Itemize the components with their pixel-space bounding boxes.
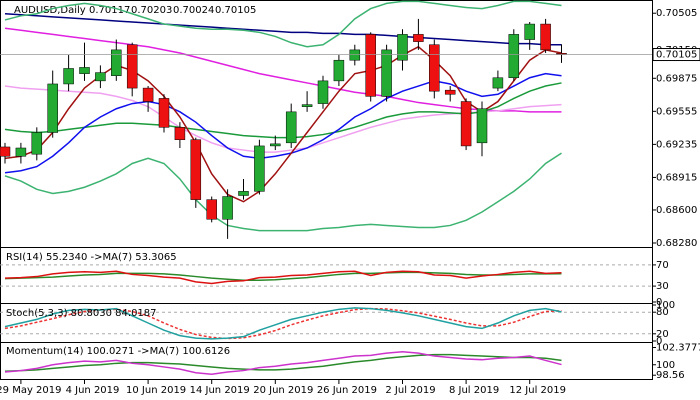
chart-symbol: AUDUSD,Daily (14, 5, 86, 16)
plot-frame (0, 0, 653, 380)
y-tick-label: 20 (656, 329, 669, 340)
candle-body (111, 49, 122, 76)
x-tick-label: 2 Jul 2019 (385, 385, 435, 396)
y-tick-label: 100 (656, 300, 675, 311)
y-tick-label: 102.3777 (656, 343, 700, 354)
candle-body (444, 89, 456, 95)
candle-body (476, 108, 488, 144)
candle-body (285, 111, 297, 144)
candle-body (15, 147, 27, 157)
candle-body (142, 87, 154, 102)
x-tick-label: 4 Jun 2019 (66, 385, 120, 396)
header-low: 0.70024 (173, 5, 214, 16)
indicator-line (4, 353, 562, 373)
y-tick-label: 0.69555 (656, 106, 697, 117)
panel-title: RSI(14) 55.2340 ->MA(7) 53.3065 (6, 252, 177, 263)
header-open: 0.70117 (89, 5, 130, 16)
candle-body (460, 101, 472, 147)
moving-average-line (4, 72, 562, 174)
x-tick-label: 20 Jun 2019 (253, 385, 313, 396)
y-tick-label: 0.70505 (656, 8, 697, 19)
x-tick-label: 29 May 2019 (0, 385, 62, 396)
candle-body (95, 72, 106, 82)
candle-body (206, 199, 217, 220)
indicator-line (4, 307, 562, 340)
candle-body (317, 80, 329, 104)
y-tick-label: 0.68280 (656, 238, 697, 249)
candle-body (365, 34, 376, 97)
candle-body (222, 196, 233, 220)
header-high: 0.70203 (131, 5, 172, 16)
candle-body (397, 34, 408, 61)
candle-body (429, 44, 440, 92)
y-tick-label: 0 (656, 336, 662, 347)
candle-body (301, 104, 313, 107)
candle-body (126, 44, 138, 89)
candle-body (333, 59, 345, 82)
panel-title: Stoch(5,3,3) 80.8030 84.0187 (6, 308, 157, 319)
candle-body (0, 146, 11, 157)
candle-body (174, 127, 186, 140)
panel-title: Momentum(14) 100.0271 ->MA(7) 100.6126 (6, 346, 230, 357)
candle-body (349, 49, 361, 61)
y-tick-label: 70 (656, 260, 669, 271)
candle-body (31, 132, 43, 155)
y-tick-label: 30 (656, 281, 669, 292)
candle-body (238, 191, 249, 196)
indicator-line (4, 270, 562, 285)
y-tick-label: 0 (656, 297, 662, 308)
indicator-line (4, 350, 562, 375)
y-tick-label: 0.69875 (656, 73, 697, 84)
x-tick-label: 26 Jun 2019 (317, 385, 377, 396)
candle-body (254, 145, 265, 192)
moving-average-line (4, 0, 562, 48)
candle-body (381, 49, 392, 97)
x-tick-label: 10 Jun 2019 (126, 385, 186, 396)
indicator-line (4, 271, 562, 282)
last-price-label: 0.70105 (656, 50, 697, 61)
y-tick-label: 0.68600 (656, 205, 697, 216)
moving-average-line (4, 12, 562, 46)
x-tick-label: 8 Jul 2019 (449, 385, 499, 396)
header-close: 0.70105 (215, 5, 256, 16)
y-tick-label: 0.68915 (656, 172, 697, 183)
last-price-box (652, 48, 700, 62)
indicator-line (4, 307, 562, 340)
candle-body (492, 77, 504, 89)
candle-body (508, 34, 520, 79)
moving-average-line (4, 152, 562, 232)
candle-body (47, 83, 58, 133)
x-tick-label: 14 Jun 2019 (190, 385, 250, 396)
candle-body (190, 139, 202, 200)
candle-body (413, 34, 424, 42)
x-tick-label: 12 Jul 2019 (509, 385, 566, 396)
candle-body (524, 23, 535, 40)
y-tick-label: 0.69235 (656, 139, 697, 150)
candle-body (270, 143, 281, 147)
candle-body (79, 67, 90, 74)
candle-body (63, 68, 74, 85)
candle-body (158, 98, 170, 128)
y-tick-label: 100 (656, 360, 675, 371)
y-tick-label: 80 (656, 307, 669, 318)
y-tick-label: 98.56 (656, 370, 685, 381)
candle-body (540, 23, 551, 51)
